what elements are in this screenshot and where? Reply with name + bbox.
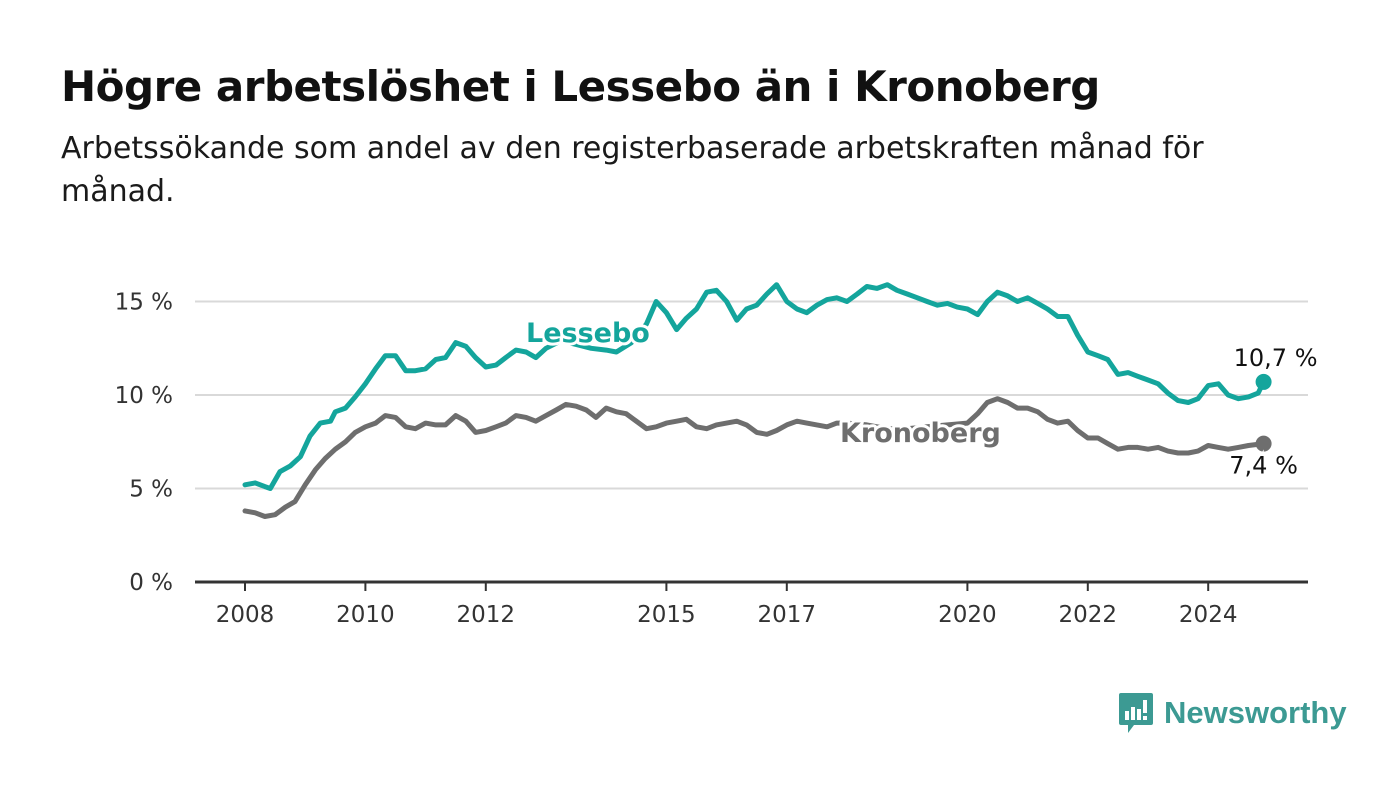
chart-subtitle: Arbetssökande som andel av den registerb… xyxy=(61,131,1204,209)
x-tick-label: 2010 xyxy=(336,602,395,628)
y-axis-ticks: 0 % 5 % 10 % 15 % xyxy=(115,290,173,597)
series-lines xyxy=(242,282,1272,519)
series-label-kronoberg: Kronoberg xyxy=(840,418,1001,449)
bar-chart-bubble-icon xyxy=(1119,693,1153,733)
end-value-label-lessebo: 10,7 % xyxy=(1234,344,1318,372)
series-line-kronoberg xyxy=(242,396,1267,519)
y-tick-label: 5 % xyxy=(129,477,173,503)
x-tick-label: 2017 xyxy=(758,602,817,628)
end-value-label-kronoberg: 7,4 % xyxy=(1229,452,1298,480)
x-tick-label: 2022 xyxy=(1059,602,1118,628)
brand-name: Newsworthy xyxy=(1164,695,1347,730)
series-label-lessebo: Lessebo xyxy=(526,318,650,349)
x-tick-label: 2008 xyxy=(216,602,275,628)
end-point-kronoberg xyxy=(1255,435,1272,452)
y-tick-label: 15 % xyxy=(115,290,173,316)
x-axis-ticks: 2008 2010 2012 2015 2017 2020 2022 2024 xyxy=(216,582,1238,628)
newsworthy-logo[interactable]: Newsworthy xyxy=(1118,690,1347,736)
y-tick-label: 0 % xyxy=(129,570,173,596)
y-tick-label: 10 % xyxy=(115,383,173,409)
x-tick-label: 2020 xyxy=(938,602,997,628)
x-tick-label: 2012 xyxy=(457,602,516,628)
series-line-lessebo xyxy=(242,282,1267,491)
x-tick-label: 2015 xyxy=(637,602,696,628)
gridlines xyxy=(195,300,1308,490)
end-point-lessebo xyxy=(1255,373,1272,390)
chart-title: Högre arbetslöshet i Lessebo än i Kronob… xyxy=(61,62,1100,111)
series-labels: Lessebo 10,7 % Kronoberg 7,4 % xyxy=(523,315,1320,482)
x-tick-label: 2024 xyxy=(1179,602,1238,628)
